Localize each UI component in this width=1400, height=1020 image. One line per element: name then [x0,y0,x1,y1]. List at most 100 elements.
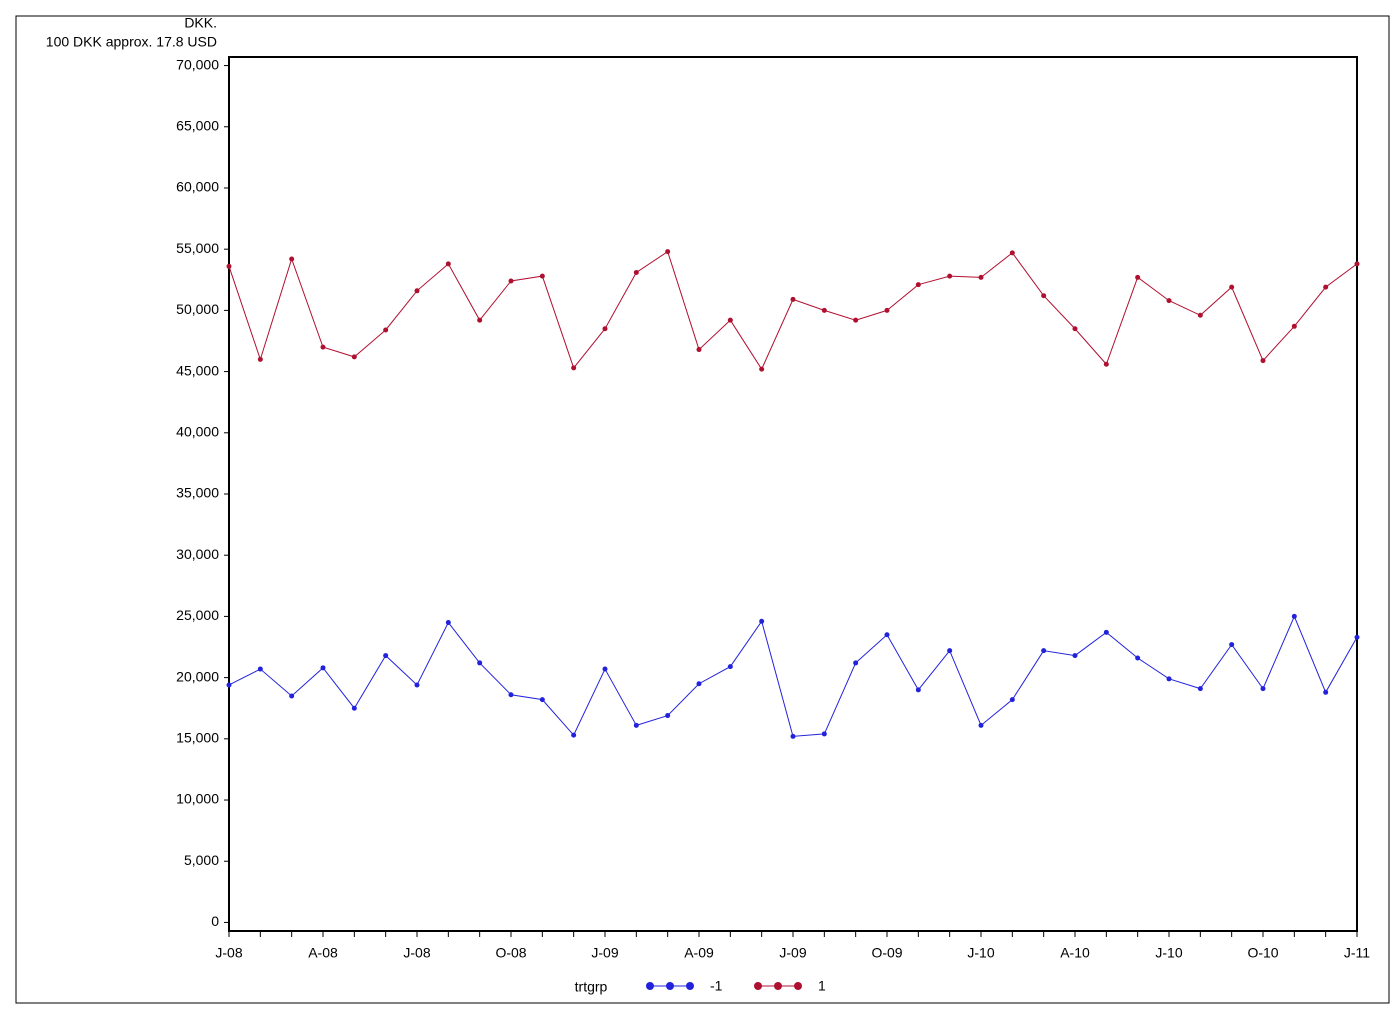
y-tick-label: 45,000 [176,362,219,378]
data-point [821,731,827,737]
data-point [665,713,671,719]
data-point [571,365,577,371]
y-tick-label: 50,000 [176,301,219,317]
y-tick-label: 55,000 [176,240,219,256]
y-tick-label: 25,000 [176,607,219,623]
data-point [759,618,765,624]
data-point [1166,298,1172,304]
y-tick-label: 70,000 [176,56,219,72]
data-point [633,269,639,275]
data-point [351,354,357,360]
data-point [1323,689,1329,695]
data-point [727,664,733,670]
data-point [1009,250,1015,256]
data-point [539,697,545,703]
data-point [414,682,420,688]
legend-label: -1 [710,978,723,994]
x-tick-label: J-09 [591,945,618,961]
data-point [289,256,295,262]
y-tick-label: 5,000 [184,852,219,868]
x-tick-label: J-11 [1344,945,1370,961]
data-point [257,666,263,672]
x-tick-label: O-08 [495,945,526,961]
legend-title: trtgrp [575,979,608,995]
data-point [1354,261,1360,267]
data-point [633,722,639,728]
y-tick-label: 65,000 [176,117,219,133]
legend-marker [666,982,674,990]
data-point [602,326,608,332]
data-point [1009,697,1015,703]
data-point [477,317,483,323]
data-point [915,687,921,693]
data-point [884,632,890,638]
series-line [228,615,1358,737]
legend-marker [754,982,762,990]
data-point [1072,653,1078,659]
data-point [1229,642,1235,648]
data-point [226,682,232,688]
legend-marker [794,982,802,990]
data-point [1260,358,1266,364]
y-axis-label: 100 DKK approx. 17.8 USD [46,34,217,50]
data-point [1354,634,1360,640]
legend-marker [646,982,654,990]
data-point [320,344,326,350]
data-point [884,307,890,313]
data-point [947,648,953,654]
y-tick-label: 30,000 [176,546,219,562]
legend-marker [686,982,694,990]
x-tick-label: J-09 [779,945,806,961]
data-point [226,263,232,269]
data-point [853,660,859,666]
data-point [383,327,389,333]
plot-frame [228,56,1358,932]
y-tick-label: 20,000 [176,668,219,684]
data-point [351,705,357,711]
data-point [978,274,984,280]
x-tick-label: A-08 [308,945,338,961]
data-point [915,282,921,288]
data-point [602,666,608,672]
data-point [978,722,984,728]
data-point [1197,312,1203,318]
data-point [759,366,765,372]
data-point [414,288,420,294]
data-point [320,665,326,671]
data-point [383,653,389,659]
y-tick-label: 10,000 [176,791,219,807]
x-tick-label: J-10 [967,945,994,961]
data-point [790,296,796,302]
data-point [1135,274,1141,280]
data-point [1323,284,1329,290]
data-point [289,693,295,699]
data-point [571,732,577,738]
data-point [477,660,483,666]
data-point [508,278,514,284]
x-tick-label: O-10 [1247,945,1278,961]
data-point [696,347,702,353]
data-point [1103,361,1109,367]
data-point [696,681,702,687]
data-point [1260,686,1266,692]
x-tick-label: O-09 [871,945,902,961]
series-line [228,250,1358,371]
data-point [1229,284,1235,290]
data-point [1072,326,1078,332]
y-tick-label: 0 [211,913,219,929]
data-point [665,249,671,255]
data-point [853,317,859,323]
data-point [821,307,827,313]
data-point [1041,293,1047,299]
legend-label: 1 [818,978,826,994]
data-point [1041,648,1047,654]
x-tick-label: A-09 [684,945,714,961]
x-tick-label: J-08 [215,945,242,961]
y-tick-label: 60,000 [176,179,219,195]
data-point [445,261,451,267]
data-point [947,273,953,279]
outer-border [15,15,1390,1004]
y-tick-label: 35,000 [176,485,219,501]
x-tick-label: J-10 [1155,945,1182,961]
